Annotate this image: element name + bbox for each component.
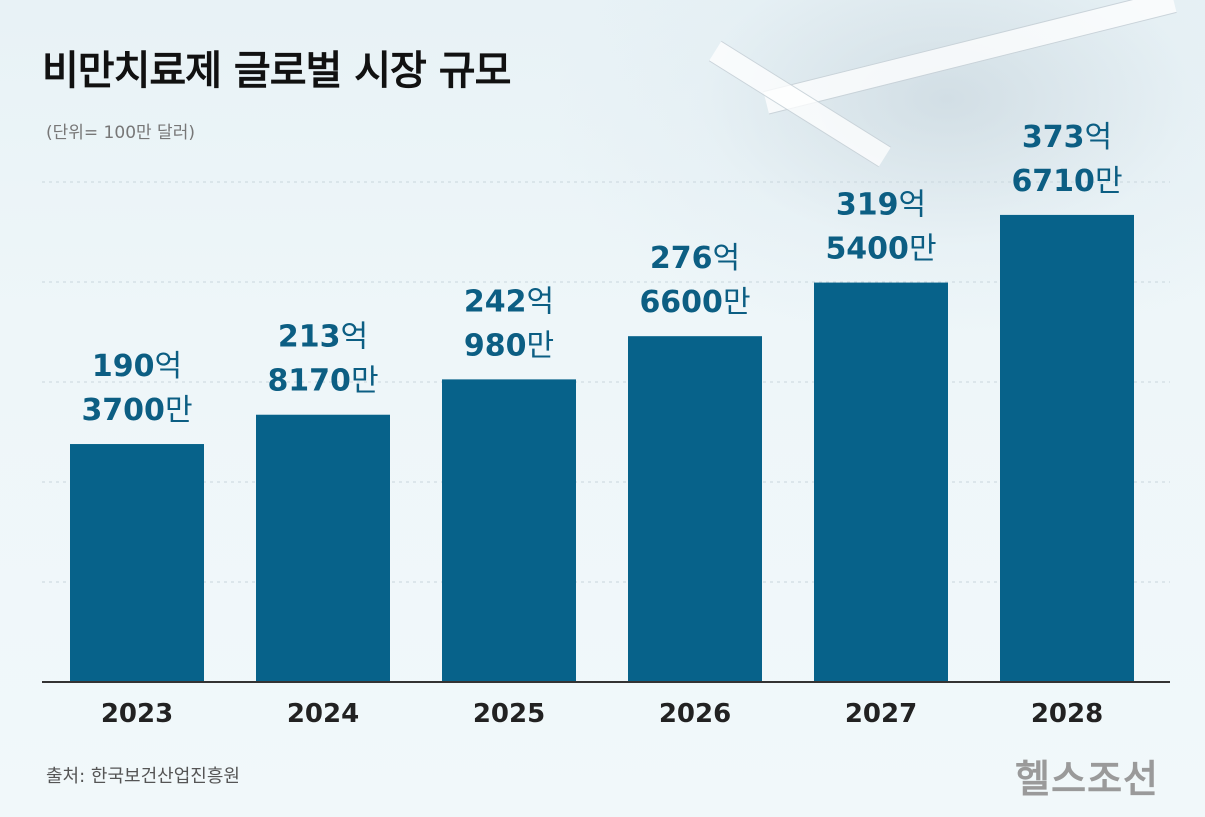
publisher-logo: 헬스조선 (1015, 757, 1159, 801)
grid-lines (42, 181, 1170, 583)
x-tick-label-2028: 2028 (1031, 699, 1103, 729)
bar-2024 (256, 414, 390, 682)
bar-2023 (70, 444, 204, 682)
value-label-line2-2028: 6710만 (1011, 164, 1122, 199)
x-tick-label-2027: 2027 (845, 699, 917, 729)
value-label-line2-2027: 5400만 (825, 232, 936, 267)
value-label-line1-2027: 319억 (836, 188, 926, 223)
x-tick-label-2026: 2026 (659, 699, 731, 729)
bar-2026 (628, 336, 762, 682)
bar-2027 (814, 282, 948, 682)
chart-title: 비만치료제 글로벌 시장 규모 (42, 48, 511, 94)
unit-note: (단위= 100만 달러) (46, 123, 195, 143)
value-label-line1-2026: 276억 (650, 241, 740, 276)
value-label-line2-2023: 3700만 (81, 393, 192, 428)
x-tick-label-2023: 2023 (101, 699, 173, 729)
value-label-line2-2025: 980만 (464, 328, 554, 363)
value-label-line1-2025: 242억 (464, 284, 554, 319)
bar-2028 (1000, 214, 1134, 682)
value-labels: 190억 3700만 213억 8170만 242억 980만 276억 6600만 319억 5… (81, 120, 1122, 428)
x-tick-label-2025: 2025 (473, 699, 545, 729)
value-label-line2-2024: 8170만 (267, 364, 378, 399)
value-label-line2-2026: 6600만 (639, 285, 750, 320)
value-label-line1-2024: 213억 (278, 320, 368, 355)
source-note: 출처: 한국보건산업진흥원 (46, 766, 240, 787)
value-label-line1-2023: 190억 (92, 349, 182, 384)
x-axis-labels: 2023 2024 2025 2026 2027 2028 (101, 699, 1103, 729)
value-label-line1-2028: 373억 (1022, 120, 1112, 155)
bar-2025 (442, 379, 576, 682)
bars (70, 214, 1134, 682)
x-tick-label-2024: 2024 (287, 699, 359, 729)
